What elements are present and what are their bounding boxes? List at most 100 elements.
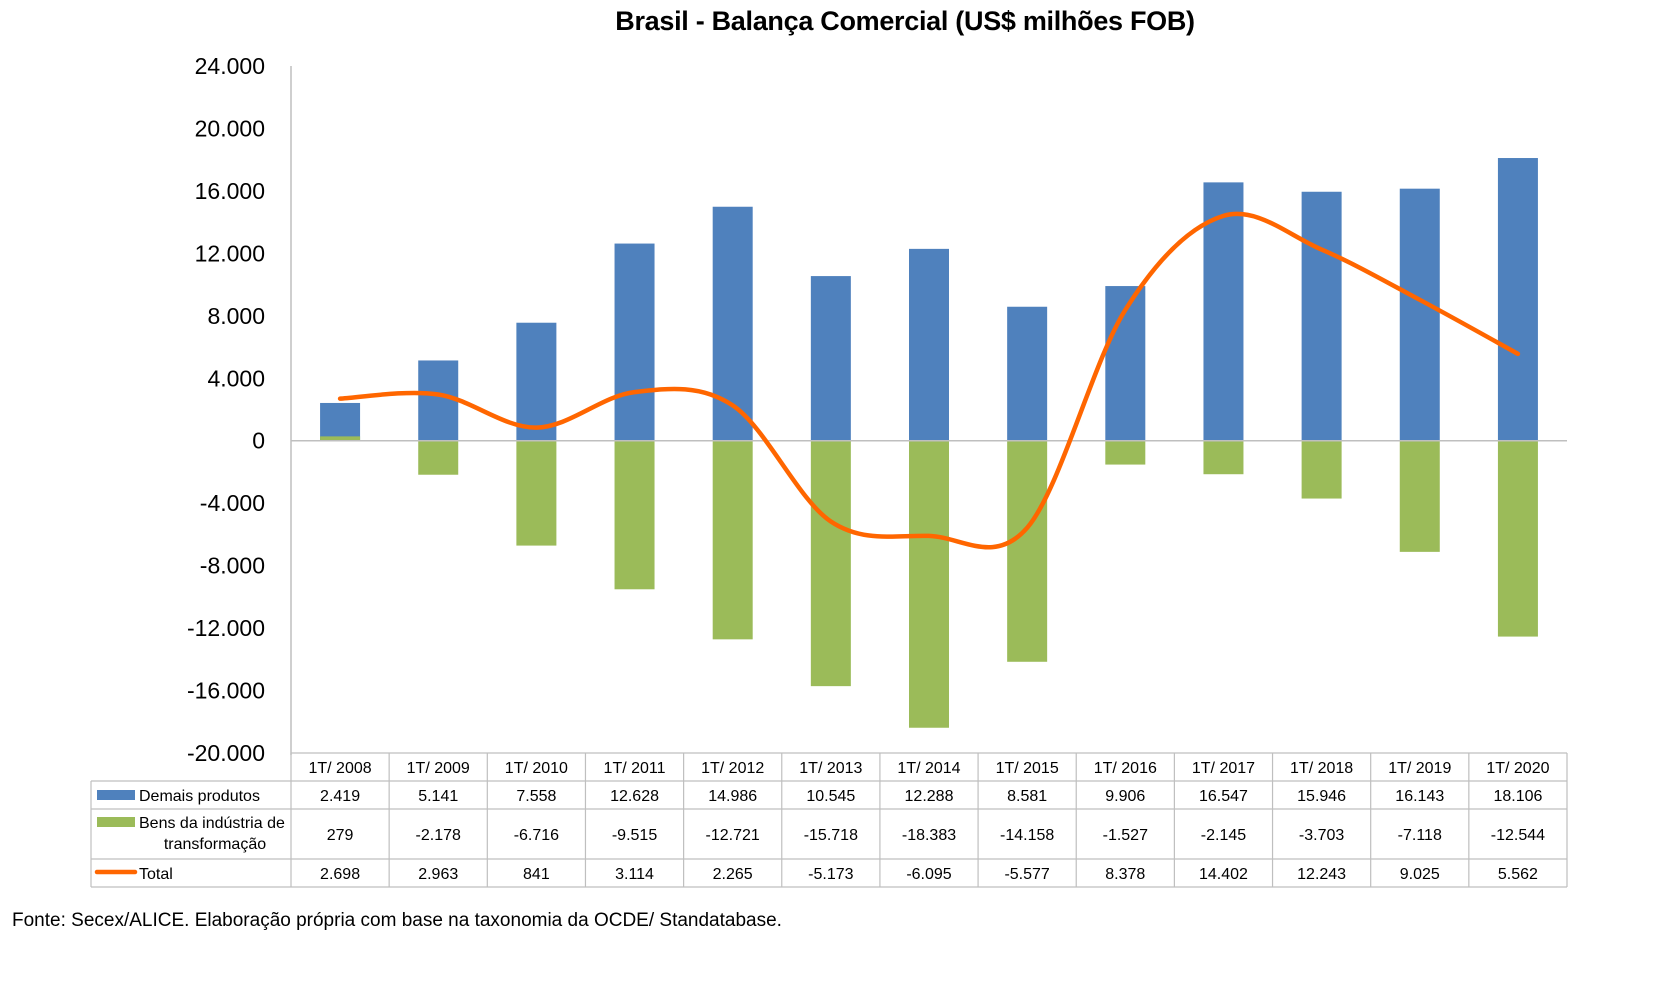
bar-demais-produtos <box>614 243 655 441</box>
table-value: 8.581 <box>1007 788 1047 805</box>
axes-layer <box>290 66 1567 755</box>
table-value: -5.173 <box>808 866 853 883</box>
line-total <box>337 211 1521 550</box>
bar-demais-produtos <box>1301 191 1342 441</box>
table-value: -9.515 <box>612 827 657 844</box>
y-tick-label: 0 <box>252 428 265 454</box>
line-layer <box>337 211 1521 550</box>
table-value: 2.963 <box>418 866 458 883</box>
bars-layer <box>320 158 1538 728</box>
y-axis-labels: 24.000 20.000 16.000 12.000 8.000 4.000 0 -4.00… <box>187 53 265 766</box>
table-value: -6.716 <box>514 827 559 844</box>
y-tick-label: -20.000 <box>187 740 265 766</box>
y-tick-label: 16.000 <box>195 178 265 204</box>
y-tick-label: 12.000 <box>195 240 265 266</box>
table-value: -5.577 <box>1004 866 1049 883</box>
table-value: 2.265 <box>713 866 753 883</box>
legend-label: transformação <box>164 836 266 853</box>
x-category-label: 1T/ 2017 <box>1192 760 1255 777</box>
bar-demais-produtos <box>320 402 361 441</box>
data-table: 1T/ 2008 1T/ 2009 1T/ 2010 1T/ 2011 1T/ 2012… <box>90 752 1568 888</box>
table-value: 18.106 <box>1493 788 1542 805</box>
bar-bens-industria-transformacao <box>320 436 361 441</box>
bar-bens-industria-transformacao <box>909 440 949 728</box>
y-tick-label: -16.000 <box>187 678 265 704</box>
x-category-label: 1T/ 2013 <box>799 760 862 777</box>
table-value: -2.178 <box>416 827 461 844</box>
chart-title: Brasil - Balança Comercial (US$ milhões … <box>615 6 1195 36</box>
x-category-label: 1T/ 2016 <box>1094 760 1157 777</box>
x-category-label: 1T/ 2014 <box>897 760 960 777</box>
table-value: -15.718 <box>804 827 858 844</box>
bar-bens-industria-transformacao <box>1301 440 1342 499</box>
bar-demais-produtos <box>810 276 851 441</box>
table-value: -7.118 <box>1398 827 1442 844</box>
bar-demais-produtos <box>1007 306 1048 441</box>
y-tick-label: -8.000 <box>200 553 265 579</box>
bar-bens-industria-transformacao <box>614 440 655 590</box>
source-note: Fonte: Secex/ALICE. Elaboração própria c… <box>12 910 782 931</box>
table-value: -2.145 <box>1201 827 1246 844</box>
table-value: 9.906 <box>1105 788 1145 805</box>
x-category-label: 1T/ 2012 <box>701 760 764 777</box>
bar-demais-produtos <box>418 360 459 441</box>
y-tick-label: 20.000 <box>195 115 265 141</box>
table-value: 12.288 <box>905 788 954 805</box>
table-value: 7.558 <box>516 788 556 805</box>
bar-demais-produtos <box>712 206 753 441</box>
y-tick-label: -12.000 <box>187 615 265 641</box>
table-value: 16.143 <box>1395 788 1444 805</box>
table-value: 15.946 <box>1297 788 1346 805</box>
table-value: 3.114 <box>615 866 654 883</box>
y-tick-label: 24.000 <box>195 53 265 79</box>
x-category-label: 1T/ 2010 <box>505 760 568 777</box>
table-value: 14.986 <box>708 788 757 805</box>
table-value: -3.703 <box>1299 827 1344 844</box>
bar-demais-produtos <box>1497 158 1538 441</box>
table-value: 8.378 <box>1105 866 1145 883</box>
bar-bens-industria-transformacao <box>1105 440 1146 465</box>
bar-bens-industria-transformacao <box>712 440 753 640</box>
bar-demais-produtos <box>909 248 949 441</box>
table-value: 12.628 <box>610 788 659 805</box>
x-category-label: 1T/ 2009 <box>407 760 470 777</box>
table-value: -6.095 <box>906 866 951 883</box>
legend-key-demais-produtos <box>97 790 135 800</box>
y-tick-label: -4.000 <box>200 490 265 516</box>
y-tick-label: 4.000 <box>207 365 265 391</box>
bar-bens-industria-transformacao <box>1497 440 1538 637</box>
legend-label: Demais produtos <box>139 788 260 805</box>
legend-label: Bens da indústria de <box>139 815 285 832</box>
legend-key-bens-industria <box>97 817 135 827</box>
table-value: -1.527 <box>1103 827 1148 844</box>
bar-bens-industria-transformacao <box>418 440 459 475</box>
table-value: 12.243 <box>1297 866 1346 883</box>
bar-bens-industria-transformacao <box>1399 440 1440 552</box>
table-value: -14.158 <box>1000 827 1054 844</box>
table-value: 5.562 <box>1498 866 1538 883</box>
x-category-label: 1T/ 2011 <box>604 760 666 777</box>
table-value: 279 <box>327 827 354 844</box>
x-category-label: 1T/ 2020 <box>1486 760 1549 777</box>
x-category-label: 1T/ 2008 <box>308 760 371 777</box>
bar-demais-produtos <box>1203 182 1244 441</box>
x-category-label: 1T/ 2015 <box>996 760 1059 777</box>
table-value: 5.141 <box>418 788 458 805</box>
table-value: 2.419 <box>320 788 360 805</box>
table-value: 9.025 <box>1400 866 1440 883</box>
table-value: -18.383 <box>902 827 956 844</box>
y-tick-label: 8.000 <box>207 303 265 329</box>
bar-demais-produtos <box>1399 188 1440 441</box>
bar-bens-industria-transformacao <box>516 440 557 546</box>
table-value: 841 <box>523 866 550 883</box>
table-value: -12.544 <box>1491 827 1545 844</box>
table-value: 14.402 <box>1199 866 1248 883</box>
table-value: 2.698 <box>320 866 360 883</box>
x-category-label: 1T/ 2019 <box>1388 760 1451 777</box>
bar-bens-industria-transformacao <box>810 440 851 687</box>
bar-bens-industria-transformacao <box>1203 440 1244 475</box>
table-value: 10.545 <box>806 788 855 805</box>
x-category-label: 1T/ 2018 <box>1290 760 1353 777</box>
table-value: -12.721 <box>706 827 760 844</box>
